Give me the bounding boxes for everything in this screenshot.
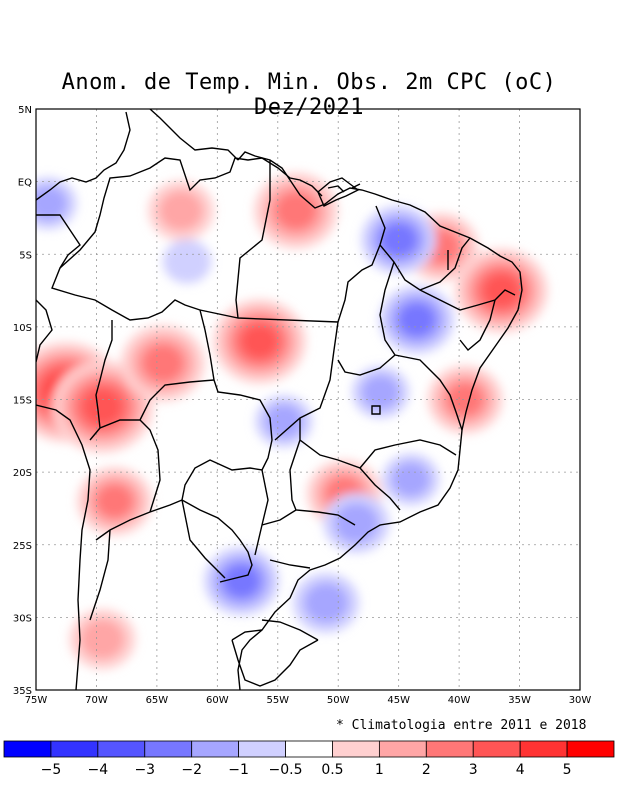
lon-tick-label: 30W: [569, 695, 592, 706]
lat-tick-label: 25S: [13, 541, 32, 552]
colorbar-swatch: [191, 740, 240, 758]
anomaly-contour: [398, 302, 436, 337]
colorbar-label: 4: [516, 762, 525, 778]
brazil-west-border: [36, 214, 273, 583]
anomaly-contour: [304, 582, 349, 623]
lon-tick-label: 50W: [327, 695, 350, 706]
anomaly-shading: [36, 172, 548, 670]
colorbar-swatch: [378, 740, 427, 758]
colorbar-label: 3: [469, 762, 478, 778]
colorbar-swatch: [3, 740, 52, 758]
colorbar-swatch: [285, 740, 333, 758]
colorbar-swatch: [519, 740, 568, 758]
uruguay-border: [231, 629, 319, 687]
lat-tick-label: 20S: [13, 468, 32, 479]
lon-tick-label: 70W: [85, 695, 108, 706]
brazil-north-border: [59, 157, 323, 269]
colorbar-swatch: [332, 740, 380, 758]
colorbar-swatch: [566, 740, 615, 758]
paraguay-argentina-borders: [89, 320, 226, 621]
axis-labels: 75W 70W 65W 60W 55W 50W 45W 40W 35W 30W 5N EQ 5S 10S 1…: [13, 105, 591, 706]
anomaly-contour: [159, 190, 204, 231]
lon-tick-label: 40W: [448, 695, 471, 706]
lat-lon-grid: [36, 109, 580, 690]
anomaly-contour: [446, 382, 484, 417]
colorbar-label: −3: [134, 762, 155, 778]
colorbar-label: 5: [563, 762, 572, 778]
map-title: Anom. de Temp. Min. Obs. 2m CPC (oC) Dez…: [61, 70, 557, 120]
anomaly-contour: [82, 388, 123, 426]
lat-tick-label: 5N: [18, 105, 32, 116]
colorbar-label: −1: [228, 762, 249, 778]
colorbar-swatch: [425, 740, 474, 758]
colorbar-label: −4: [88, 762, 109, 778]
colorbar-label: 2: [422, 762, 431, 778]
anomaly-contour: [275, 191, 317, 230]
anomaly-contour: [222, 564, 261, 599]
marajo-coast: [317, 177, 361, 207]
anomaly-contour: [80, 619, 125, 660]
map-frame: [35, 108, 581, 691]
colorbar-swatch: [144, 740, 193, 758]
anomaly-contour: [482, 273, 520, 308]
colorbar-swatch: [472, 740, 521, 758]
lon-tick-label: 75W: [25, 695, 48, 706]
lat-tick-label: 15S: [13, 396, 32, 407]
lat-tick-label: 10S: [13, 323, 32, 334]
lon-tick-label: 45W: [387, 695, 410, 706]
anomaly-contour: [391, 462, 430, 497]
climatology-note: * Climatologia entre 2011 e 2018: [336, 718, 587, 733]
anomaly-contour: [142, 344, 184, 383]
anomaly-contour: [264, 403, 303, 439]
lat-tick-label: 5S: [19, 250, 32, 261]
lon-tick-label: 35W: [508, 695, 531, 706]
anomaly-contour: [379, 222, 418, 257]
colorbar-swatch: [238, 740, 286, 758]
lon-tick-label: 65W: [146, 695, 169, 706]
colorbar: −5 −4 −3 −2 −1 −0.5 0.5 1 2 3 4 5: [3, 740, 615, 778]
anomaly-contour: [334, 502, 379, 543]
colorbar-swatch: [50, 740, 99, 758]
islet: [371, 405, 381, 415]
lat-tick-label: 30S: [13, 613, 32, 624]
anomaly-contour: [241, 324, 279, 359]
amazon-border: [36, 109, 239, 201]
lat-tick-label: 35S: [13, 686, 32, 697]
colorbar-label: −5: [41, 762, 62, 778]
colorbar-swatch: [97, 740, 146, 758]
state-borders: [199, 160, 516, 641]
colorbar-label: −0.5: [269, 762, 303, 778]
colorbar-label: −2: [181, 762, 202, 778]
continent-coastline: [36, 151, 523, 690]
anomaly-contour: [162, 239, 212, 284]
lon-tick-label: 60W: [206, 695, 229, 706]
colorbar-label: 0.5: [321, 762, 343, 778]
lat-tick-label: EQ: [18, 178, 32, 189]
anomaly-contour: [95, 484, 134, 519]
lon-tick-label: 55W: [266, 695, 289, 706]
boundaries: [36, 109, 523, 690]
anomaly-contour: [361, 374, 400, 410]
colorbar-label: 1: [375, 762, 384, 778]
